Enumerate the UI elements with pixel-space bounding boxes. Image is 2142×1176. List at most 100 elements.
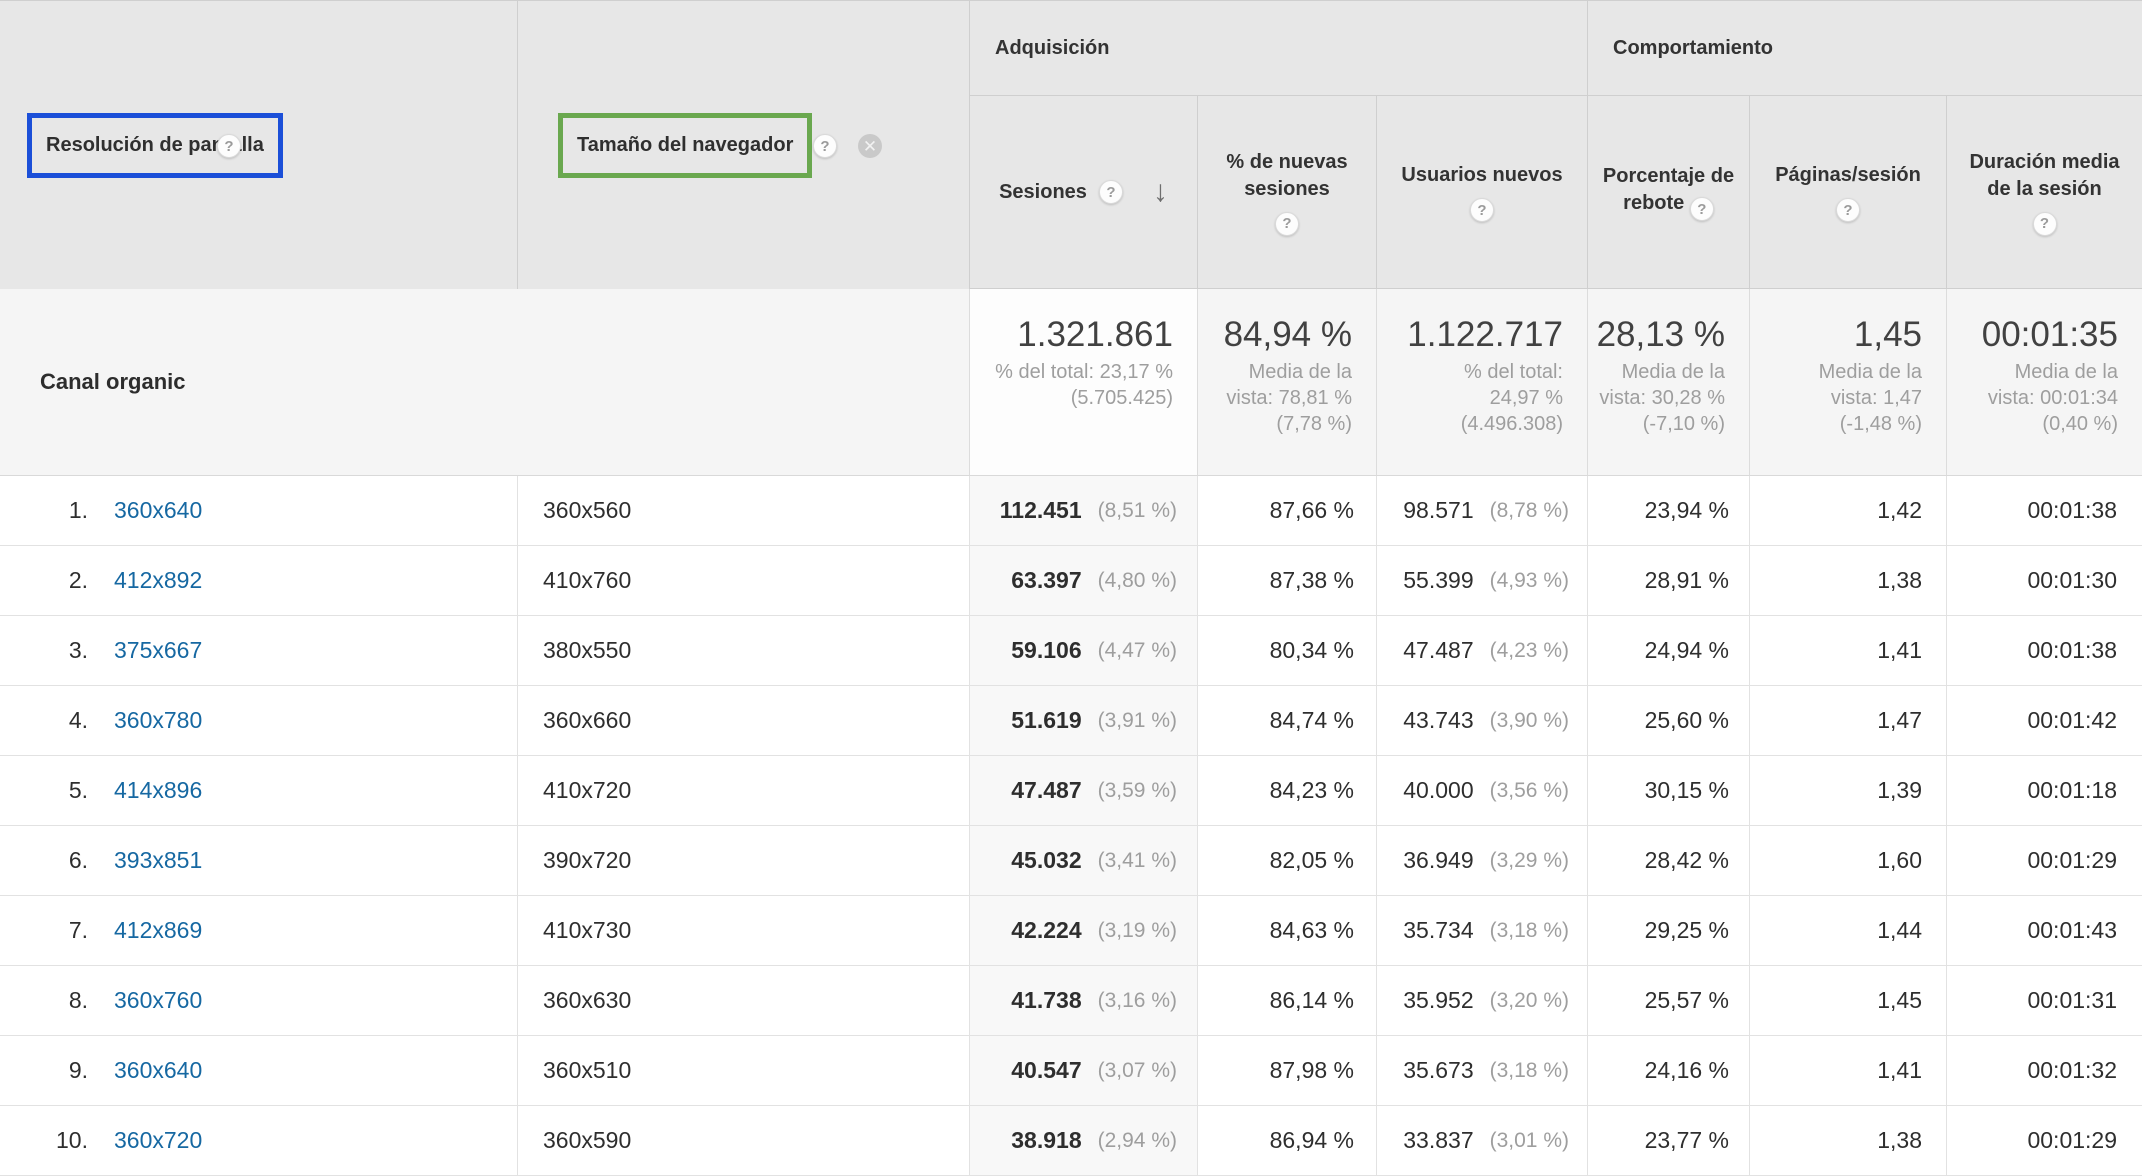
summary-value: 1.122.717 <box>1407 315 1563 354</box>
new-users-value: 35.734 <box>1403 917 1474 943</box>
help-icon[interactable]: ? <box>1836 198 1860 222</box>
resolution-cell: 10. 360x720 <box>0 1106 518 1176</box>
screen-resolution-link[interactable]: 360x640 <box>114 1057 203 1083</box>
resolution-cell: 8. 360x760 <box>0 966 518 1036</box>
new-users-value: 55.399 <box>1403 567 1474 593</box>
sessions-cell: 42.224 (3,19 %) <box>970 896 1198 966</box>
pages-per-session-value: 1,44 <box>1750 896 1947 966</box>
pages-per-session-value: 1,42 <box>1750 476 1947 546</box>
resolution-cell: 9. 360x640 <box>0 1036 518 1106</box>
secondary-dimension-header: Tamaño del navegador ? ✕ <box>518 1 970 289</box>
new-users-cell: 33.837 (3,01 %) <box>1377 1106 1588 1176</box>
pages-per-session-value: 1,47 <box>1750 686 1947 756</box>
screen-resolution-link[interactable]: 412x892 <box>114 567 203 593</box>
bounce-rate-value: 24,16 % <box>1588 1036 1750 1106</box>
sessions-value: 51.619 <box>1011 707 1082 733</box>
sessions-value: 45.032 <box>1011 847 1082 873</box>
column-header-avg-session-duration[interactable]: Duración media de la sesión ? <box>1947 96 2142 289</box>
sessions-value: 38.918 <box>1011 1127 1082 1153</box>
bounce-rate-value: 29,25 % <box>1588 896 1750 966</box>
summary-sessions: 1.321.861 % del total: 23,17 % (5.705.42… <box>970 289 1198 476</box>
help-icon[interactable]: ? <box>1098 180 1123 204</box>
help-icon[interactable]: ? <box>1275 211 1299 236</box>
resolution-cell: 1. 360x640 <box>0 476 518 546</box>
browser-size-value: 360x660 <box>518 686 970 756</box>
screen-resolution-link[interactable]: 360x720 <box>114 1127 203 1153</box>
screen-resolution-link[interactable]: 360x780 <box>114 707 203 733</box>
column-header-bounce-rate[interactable]: Porcentaje de rebote ? <box>1588 96 1750 289</box>
new-users-percent: (3,56 %) <box>1489 778 1569 802</box>
help-icon[interactable]: ? <box>1470 198 1494 222</box>
browser-size-value: 360x560 <box>518 476 970 546</box>
summary-value: 84,94 % <box>1223 315 1352 354</box>
new-users-percent: (3,18 %) <box>1489 1058 1569 1082</box>
new-users-value: 35.673 <box>1403 1057 1474 1083</box>
sessions-cell: 45.032 (3,41 %) <box>970 826 1198 896</box>
new-sessions-pct-value: 87,66 % <box>1198 476 1377 546</box>
avg-session-duration-value: 00:01:30 <box>1947 546 2142 616</box>
sort-descending-icon[interactable]: ↓ <box>1152 175 1168 208</box>
new-users-value: 36.949 <box>1403 847 1474 873</box>
column-header-label: % de nuevas sesiones <box>1226 150 1348 200</box>
new-users-value: 33.837 <box>1403 1127 1474 1153</box>
row-index: 5. <box>68 777 88 803</box>
screen-resolution-link[interactable]: 360x760 <box>114 987 203 1013</box>
secondary-dimension-label: Tamaño del navegador <box>558 113 813 178</box>
help-icon[interactable]: ? <box>217 134 241 158</box>
sessions-cell: 59.106 (4,47 %) <box>970 616 1198 686</box>
sessions-percent: (3,59 %) <box>1097 778 1177 802</box>
help-icon[interactable]: ? <box>2032 211 2057 236</box>
screen-resolution-link[interactable]: 360x640 <box>114 497 203 523</box>
sessions-percent: (8,51 %) <box>1097 498 1177 522</box>
pages-per-session-value: 1,38 <box>1750 1106 1947 1176</box>
screen-resolution-link[interactable]: 414x896 <box>114 777 203 803</box>
bounce-rate-value: 23,94 % <box>1588 476 1750 546</box>
row-index: 7. <box>68 917 88 943</box>
new-users-value: 47.487 <box>1403 637 1474 663</box>
column-header-new-users[interactable]: Usuarios nuevos ? <box>1377 96 1588 289</box>
new-sessions-pct-value: 82,05 % <box>1198 826 1377 896</box>
bounce-rate-value: 28,42 % <box>1588 826 1750 896</box>
sessions-percent: (4,47 %) <box>1097 638 1177 662</box>
new-users-cell: 35.952 (3,20 %) <box>1377 966 1588 1036</box>
screen-resolution-link[interactable]: 412x869 <box>114 917 203 943</box>
sessions-percent: (3,07 %) <box>1097 1058 1177 1082</box>
sessions-cell: 40.547 (3,07 %) <box>970 1036 1198 1106</box>
row-index: 4. <box>68 707 88 733</box>
bounce-rate-value: 30,15 % <box>1588 756 1750 826</box>
row-index: 2. <box>68 567 88 593</box>
screen-resolution-link[interactable]: 393x851 <box>114 847 203 873</box>
new-sessions-pct-value: 87,98 % <box>1198 1036 1377 1106</box>
sessions-percent: (2,94 %) <box>1097 1128 1177 1152</box>
new-users-cell: 36.949 (3,29 %) <box>1377 826 1588 896</box>
pages-per-session-value: 1,39 <box>1750 756 1947 826</box>
resolution-cell: 2. 412x892 <box>0 546 518 616</box>
pages-per-session-value: 1,38 <box>1750 546 1947 616</box>
new-sessions-pct-value: 84,74 % <box>1198 686 1377 756</box>
help-icon[interactable]: ? <box>813 134 837 158</box>
remove-secondary-dimension-icon[interactable]: ✕ <box>858 134 882 158</box>
column-header-label: Sesiones <box>999 180 1087 203</box>
pages-per-session-value: 1,41 <box>1750 1036 1947 1106</box>
new-users-percent: (3,20 %) <box>1489 988 1569 1012</box>
help-icon[interactable]: ? <box>1689 197 1714 222</box>
bounce-rate-value: 23,77 % <box>1588 1106 1750 1176</box>
column-header-new-sessions-pct[interactable]: % de nuevas sesiones ? <box>1198 96 1377 289</box>
new-sessions-pct-value: 84,23 % <box>1198 756 1377 826</box>
column-header-label: Porcentaje de rebote ? <box>1598 163 1739 222</box>
screen-resolution-link[interactable]: 375x667 <box>114 637 203 663</box>
group-header-acquisition: Adquisición <box>970 1 1588 96</box>
summary-row-label: Canal organic <box>0 289 970 476</box>
row-index: 1. <box>68 497 88 523</box>
group-label: Comportamiento <box>1613 36 1773 59</box>
sessions-cell: 38.918 (2,94 %) <box>970 1106 1198 1176</box>
new-sessions-pct-value: 86,14 % <box>1198 966 1377 1036</box>
new-users-percent: (3,01 %) <box>1489 1128 1569 1152</box>
channel-label: Canal organic <box>40 369 186 394</box>
column-header-sessions[interactable]: Sesiones ? ↓ <box>970 96 1198 289</box>
column-header-pages-per-session[interactable]: Páginas/sesión ? <box>1750 96 1947 289</box>
new-sessions-pct-value: 80,34 % <box>1198 616 1377 686</box>
summary-bounce-rate: 28,13 % Media de la vista: 30,28 % (-7,1… <box>1588 289 1750 476</box>
row-index: 8. <box>68 987 88 1013</box>
